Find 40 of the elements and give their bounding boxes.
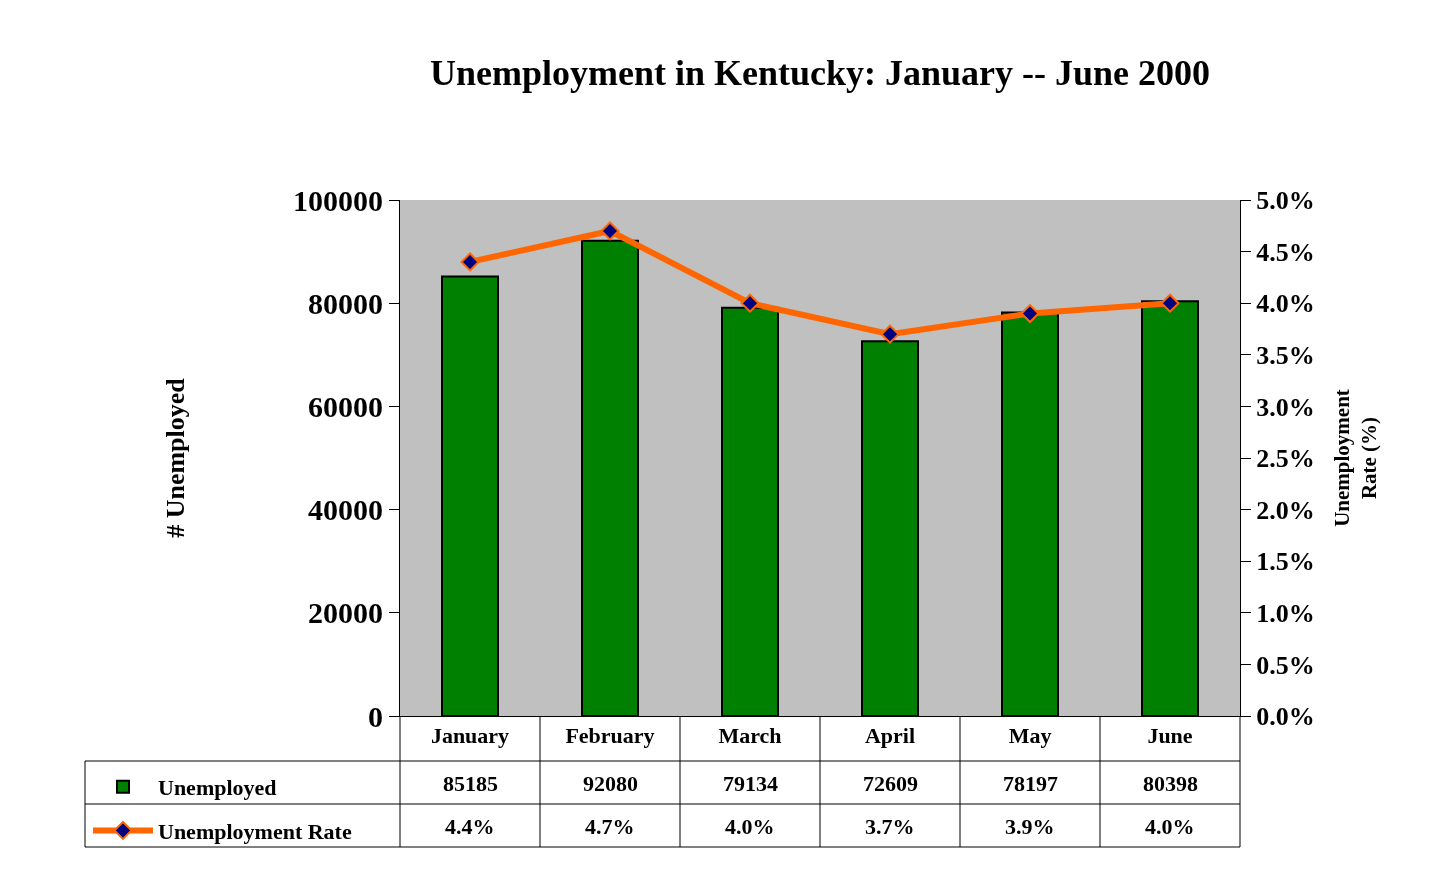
y-tick-label: 20000 [308, 596, 383, 630]
y2-tick-label: 0.0% [1256, 702, 1315, 732]
y-tick-label: 60000 [308, 389, 383, 423]
x-tick-label: June [1147, 723, 1193, 749]
data-label: 4.0% [1145, 814, 1195, 839]
y-tick-label: 100000 [293, 183, 383, 217]
y2-tick-label: 1.5% [1256, 547, 1315, 577]
y-axis-title: # Unemployed [161, 377, 191, 538]
data-label: 4.7% [585, 814, 635, 839]
y2-tick-label: 5.0% [1256, 186, 1315, 216]
data-label: 78197 [1003, 771, 1058, 796]
y2-tick-label: 4.5% [1256, 237, 1315, 267]
data-label: 4.0% [725, 814, 775, 839]
y-tick-label: 80000 [308, 286, 383, 320]
data-label: 80398 [1143, 771, 1198, 796]
data-label: 92080 [583, 771, 638, 796]
data-label: 85185 [443, 771, 498, 796]
data-label: 3.7% [865, 814, 915, 839]
y2-tick-label: 2.0% [1256, 495, 1315, 525]
x-tick-label: January [430, 723, 510, 749]
y2-tick-label: 3.5% [1256, 340, 1315, 370]
data-label: 4.4% [445, 814, 495, 839]
y-tick-label: 40000 [308, 493, 383, 527]
data-label: 72609 [863, 771, 918, 796]
y2-tick-label: 2.5% [1256, 444, 1315, 474]
legend-label: Unemployment Rate [158, 818, 352, 844]
legend-label: Unemployed [158, 775, 277, 801]
y2-tick-label: 4.0% [1256, 289, 1315, 319]
data-label: 79134 [723, 771, 778, 796]
data-label: 3.9% [1005, 814, 1055, 839]
x-tick-label: February [565, 723, 655, 749]
chart-title: Unemployment in Kentucky: January -- June 2000 [429, 52, 1211, 93]
y2-tick-label: 0.5% [1256, 650, 1315, 680]
y2-axis-title: Unemployment Rate (%) [1329, 389, 1382, 527]
y2-tick-label: 3.0% [1256, 392, 1315, 422]
y-tick-label: 0 [368, 699, 383, 733]
y2-tick-label: 1.0% [1256, 598, 1315, 628]
x-tick-label: May [1008, 723, 1052, 749]
x-tick-label: April [864, 723, 916, 749]
x-tick-label: March [718, 723, 782, 749]
